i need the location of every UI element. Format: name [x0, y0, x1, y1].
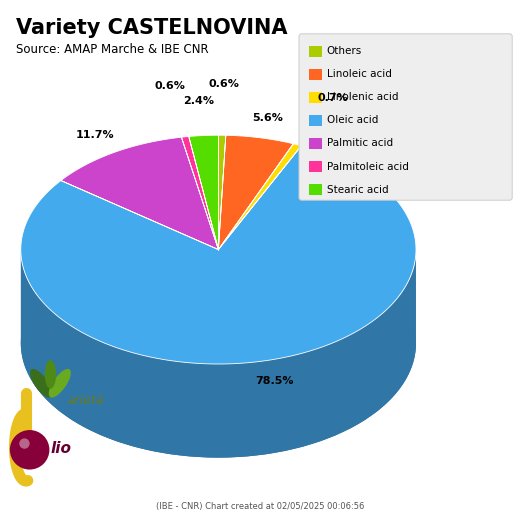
Text: Variety CASTELNOVINA: Variety CASTELNOVINA — [16, 18, 287, 38]
Bar — [309, 115, 322, 126]
Text: Stearic acid: Stearic acid — [327, 185, 388, 194]
Ellipse shape — [30, 369, 52, 398]
Text: Palmitic acid: Palmitic acid — [327, 138, 393, 149]
Ellipse shape — [49, 369, 71, 398]
Text: Oleic acid: Oleic acid — [327, 115, 378, 125]
Text: arietà: arietà — [68, 394, 104, 407]
Polygon shape — [218, 144, 301, 250]
Polygon shape — [218, 135, 293, 250]
Text: 78.5%: 78.5% — [256, 375, 294, 385]
Text: lio: lio — [51, 441, 72, 456]
Bar — [309, 92, 322, 102]
Circle shape — [10, 430, 49, 470]
Text: Source: AMAP Marche & IBE CNR: Source: AMAP Marche & IBE CNR — [16, 43, 208, 56]
Bar — [309, 138, 322, 149]
Text: Others: Others — [327, 46, 362, 56]
Polygon shape — [181, 136, 218, 250]
Ellipse shape — [45, 360, 56, 388]
Polygon shape — [189, 135, 218, 250]
Polygon shape — [21, 251, 416, 458]
Text: Linoleic acid: Linoleic acid — [327, 69, 392, 80]
Circle shape — [19, 438, 30, 449]
Polygon shape — [21, 146, 416, 364]
FancyBboxPatch shape — [299, 34, 512, 200]
Text: 5.6%: 5.6% — [252, 113, 283, 123]
Polygon shape — [218, 135, 226, 250]
Text: Palmitoleic acid: Palmitoleic acid — [327, 162, 408, 172]
Bar — [309, 46, 322, 57]
Bar — [309, 184, 322, 194]
Text: 0.7%: 0.7% — [318, 93, 348, 102]
Text: 11.7%: 11.7% — [76, 130, 115, 140]
Bar — [309, 161, 322, 172]
Polygon shape — [61, 137, 218, 250]
Text: 0.6%: 0.6% — [154, 81, 186, 91]
Text: 2.4%: 2.4% — [184, 96, 215, 106]
Text: Linolenic acid: Linolenic acid — [327, 93, 398, 102]
Text: (IBE - CNR) Chart created at 02/05/2025 00:06:56: (IBE - CNR) Chart created at 02/05/2025 … — [156, 502, 364, 511]
Ellipse shape — [21, 229, 416, 458]
Bar — [309, 69, 322, 80]
Text: 0.6%: 0.6% — [209, 79, 239, 89]
